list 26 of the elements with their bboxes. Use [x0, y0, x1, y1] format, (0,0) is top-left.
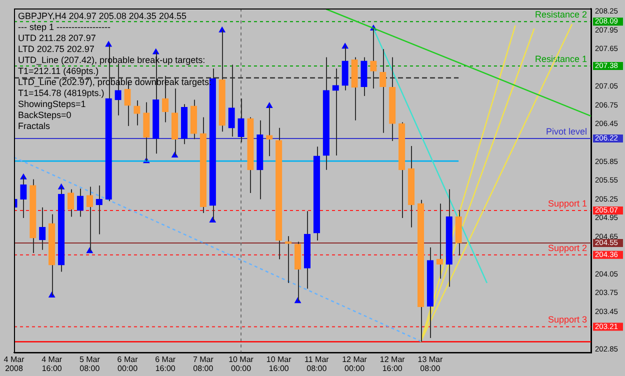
- annotation: BackSteps=0: [18, 110, 72, 121]
- annotation: T1=212.11 (469pts.): [18, 66, 100, 77]
- x-tick-label: 12 Mar 16:00: [380, 355, 406, 373]
- ref-line-label: Resistance 2: [534, 10, 587, 20]
- ref-line-label: Support 3: [548, 314, 587, 325]
- ref-line-label: Support 2: [548, 242, 587, 253]
- ref-line-label: Support 1: [548, 198, 587, 208]
- annotation: UTD 211.28 207.97: [18, 33, 97, 44]
- ref-line-label: Pivot level: [546, 126, 587, 137]
- x-tick-label: 10 Mar 16:00: [266, 355, 292, 373]
- x-tick-label: 10 Mar 00:00: [228, 355, 254, 373]
- annotation: --- step 1 ------------------: [18, 22, 112, 33]
- x-tick-label: 5 Mar 08:00: [79, 355, 100, 373]
- annotation: ShowingSteps=1: [18, 99, 87, 110]
- chart-title: GBPJPY,H4 204.97 205.08 204.35 204.55: [18, 11, 188, 22]
- x-tick-label: 6 Mar 00:00: [117, 355, 138, 373]
- x-tick-label: 7 Mar 08:00: [192, 355, 214, 373]
- x-tick-label: 12 Mar 00:00: [342, 355, 368, 373]
- annotation: Fractals: [18, 121, 52, 132]
- x-tick-label: 11 Mar 08:00: [304, 355, 330, 373]
- annotation: LTD 202.75 202.97: [18, 44, 96, 55]
- annotation: T1=154.78 (4819pts.): [18, 88, 106, 99]
- x-tick-label: 4 Mar 2008: [4, 355, 25, 373]
- x-tick-label: 6 Mar 16:00: [155, 355, 176, 373]
- x-tick-label: 13 Mar 08:00: [418, 355, 443, 373]
- x-tick-label: 4 Mar 16:00: [42, 355, 62, 373]
